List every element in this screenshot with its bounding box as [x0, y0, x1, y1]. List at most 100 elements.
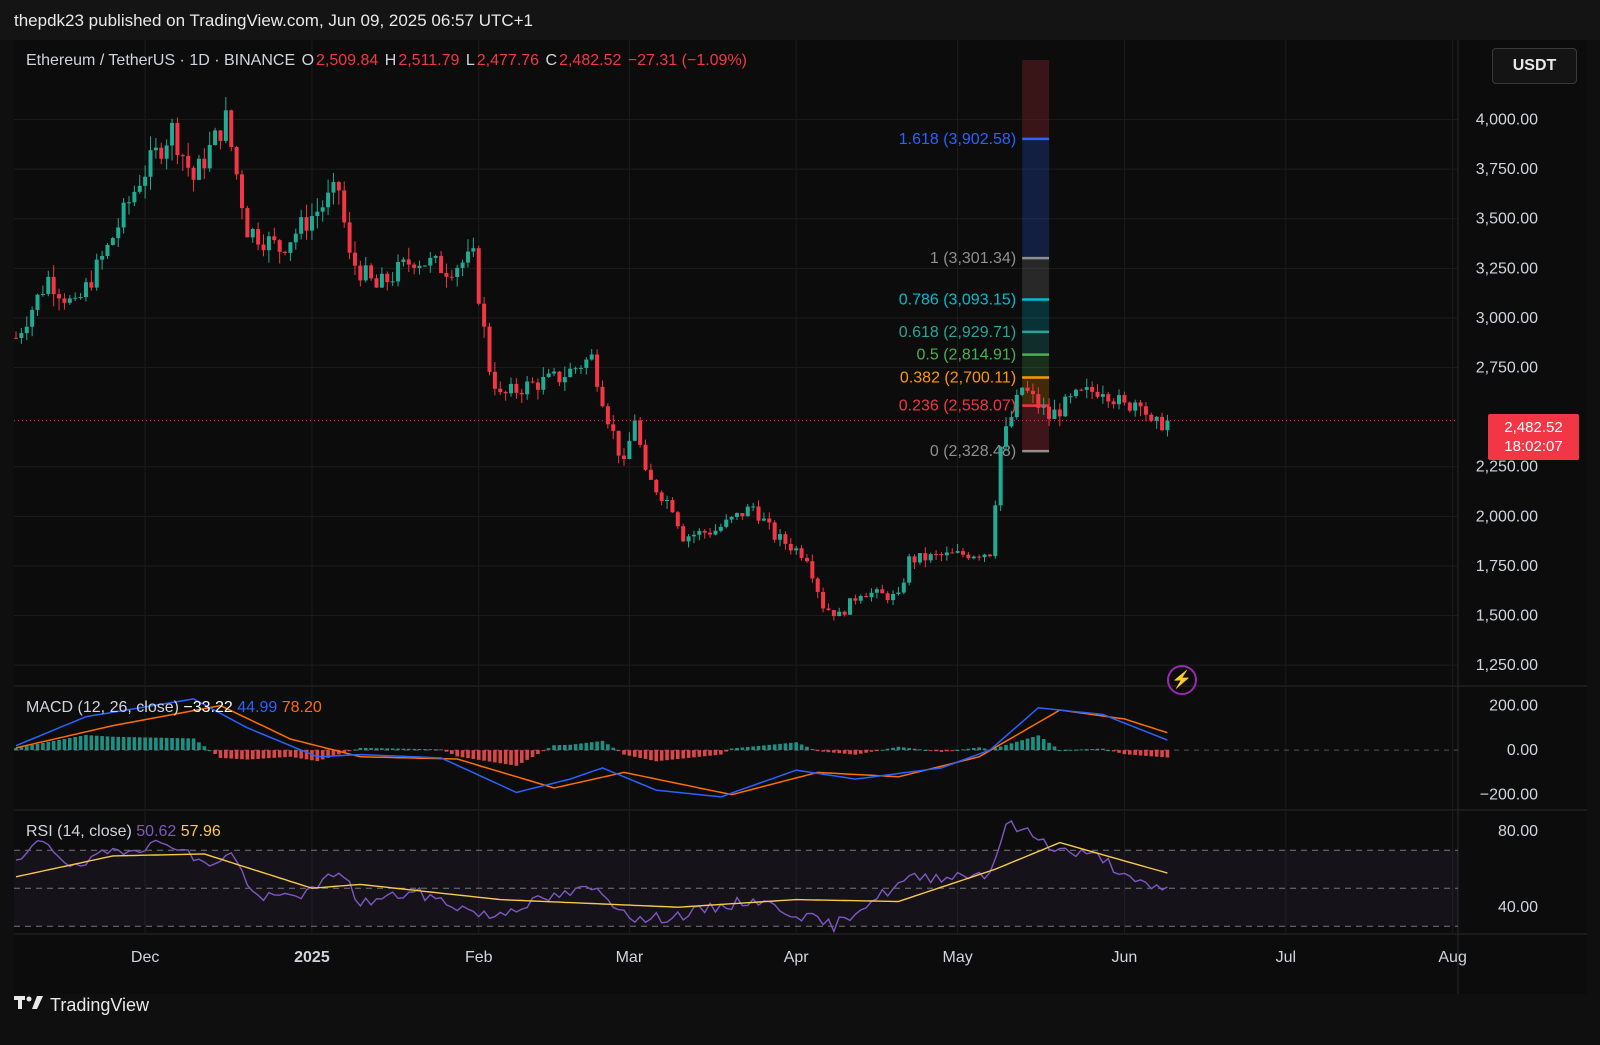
candle-body	[778, 534, 783, 540]
macd-histogram-bar	[998, 746, 1003, 751]
macd-histogram-bar	[466, 750, 470, 759]
open-label: O	[301, 52, 315, 69]
candle-body	[417, 265, 422, 268]
macd-histogram-bar	[955, 749, 960, 751]
price-tick-label: 3,500.00	[1476, 211, 1538, 228]
candle-body	[1133, 402, 1138, 411]
candle-body	[503, 392, 508, 394]
macd-histogram-bar	[390, 748, 395, 751]
candle-body	[853, 598, 858, 601]
macd-histogram-bar	[272, 750, 277, 758]
macd-histogram-bar	[724, 750, 729, 752]
macd-signal-line	[15, 704, 1168, 796]
macd-histogram-bar	[815, 750, 820, 752]
macd-histogram-bar	[864, 750, 868, 753]
candle-body	[1052, 409, 1057, 419]
candle-body	[1004, 426, 1009, 447]
candle-body	[541, 376, 546, 390]
macd-histogram-bar	[810, 748, 815, 751]
candle-body	[971, 556, 976, 559]
macd-histogram-bar	[482, 750, 486, 761]
candle-body	[406, 259, 411, 265]
candle-body	[729, 516, 734, 520]
macd-histogram-bar	[735, 748, 739, 751]
candle-body	[804, 557, 809, 562]
high-value: 2,511.79	[398, 52, 460, 69]
macd-histogram-bar	[751, 746, 755, 751]
macd-histogram-bar	[1117, 750, 1121, 753]
macd-histogram-bar	[1025, 738, 1030, 751]
macd-histogram-bar	[686, 750, 691, 758]
candle-body	[891, 593, 896, 601]
candle-body	[401, 259, 406, 263]
rsi-value: 50.62	[136, 823, 177, 840]
macd-histogram-bar	[433, 749, 438, 751]
candle-body	[1111, 401, 1116, 405]
macd-histogram-bar	[455, 750, 460, 757]
price-tick-label: 1,250.00	[1476, 657, 1538, 674]
candle-body	[643, 444, 648, 470]
macd-histogram-bar	[568, 744, 573, 751]
macd-histogram-bar	[923, 749, 928, 751]
macd-histogram-bar	[654, 750, 659, 762]
macd-histogram-bar	[315, 750, 320, 762]
price-tick-label: 1,750.00	[1476, 558, 1538, 575]
fib-level-label: 1 (3,301.34)	[930, 250, 1016, 267]
symbol-title[interactable]: Ethereum / TetherUS · 1D · BINANCE	[26, 52, 296, 69]
time-tick-label: Apr	[784, 949, 810, 966]
high-label: H	[384, 52, 397, 69]
macd-histogram-bar	[853, 750, 858, 755]
macd-histogram-bar	[832, 750, 836, 753]
candle-body	[880, 589, 885, 594]
candle-body	[379, 273, 384, 288]
macd-histogram-bar	[573, 744, 578, 751]
candle-body	[390, 281, 395, 283]
macd-histogram-bar	[1004, 744, 1008, 751]
low-label: L	[465, 52, 475, 69]
macd-histogram-bar	[519, 750, 524, 763]
macd-histogram-bar	[35, 743, 40, 751]
candle-body	[772, 522, 777, 540]
macd-histogram-bar	[417, 748, 422, 751]
macd-histogram-bar	[794, 742, 798, 751]
footer-brand[interactable]: TradingView	[14, 990, 149, 1020]
macd-histogram-bar	[159, 737, 164, 751]
macd-histogram-bar	[708, 750, 712, 756]
price-candles	[14, 96, 1170, 621]
macd-histogram-bar	[643, 750, 648, 760]
rsi-legend[interactable]: RSI (14, close) 50.62 57.96	[26, 823, 221, 841]
candle-body	[444, 272, 449, 277]
macd-histogram-bar	[1122, 750, 1127, 755]
macd-histogram-bar	[412, 748, 416, 751]
candle-body	[369, 265, 374, 279]
macd-histogram-bar	[729, 748, 734, 751]
macd-histogram-bar	[928, 750, 933, 752]
macd-histogram-bar	[611, 747, 616, 751]
candle-body	[519, 392, 524, 395]
macd-histogram-bar	[299, 750, 303, 759]
currency-unit-button[interactable]: USDT	[1492, 48, 1577, 84]
candle-body	[665, 500, 670, 502]
macd-histogram-bar	[541, 750, 546, 752]
candle-body	[837, 611, 842, 617]
bar-countdown: 18:02:07	[1504, 438, 1563, 455]
candle-body	[907, 556, 912, 583]
candle-body	[562, 377, 567, 383]
macd-legend[interactable]: MACD (12, 26, close) −33.22 44.99 78.20	[26, 699, 322, 717]
candle-body	[1047, 406, 1052, 419]
macd-hist-value: −33.22	[183, 699, 233, 716]
symbol-legend: Ethereum / TetherUS · 1D · BINANCE O 2,50…	[26, 52, 749, 70]
candle-body	[535, 382, 540, 390]
candle-body	[374, 278, 379, 288]
candle-body	[632, 420, 637, 441]
candle-body	[94, 259, 99, 288]
macd-histogram-bar	[869, 750, 874, 752]
lightning-bolt-icon[interactable]: ⚡	[1167, 665, 1197, 695]
candle-body	[126, 202, 131, 204]
candle-body	[465, 251, 470, 263]
candle-body	[320, 207, 325, 212]
chart-frame[interactable]	[14, 40, 1587, 994]
candle-body	[1079, 389, 1084, 391]
candle-body	[352, 252, 357, 266]
